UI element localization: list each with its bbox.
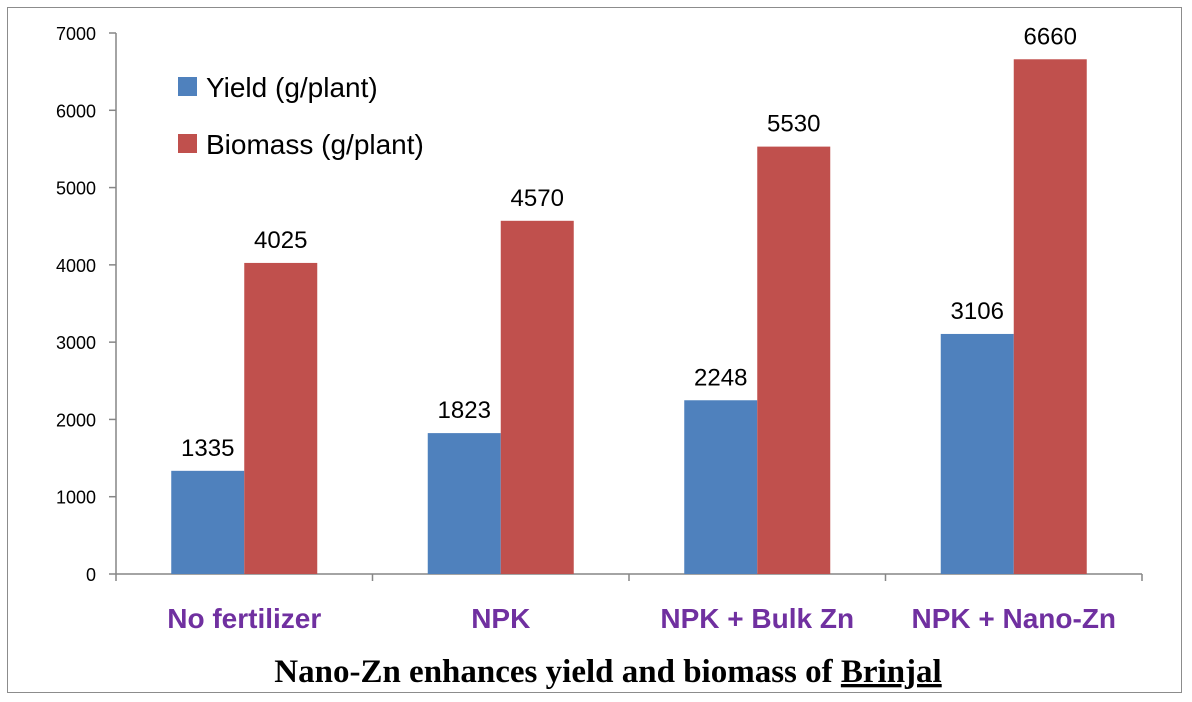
legend-label: Yield (g/plant) bbox=[206, 72, 378, 103]
category-label: NPK + Nano-Zn bbox=[911, 603, 1116, 634]
legend: Yield (g/plant) Biomass (g/plant) bbox=[178, 72, 424, 160]
y-tick-label: 3000 bbox=[56, 333, 96, 353]
chart-title-prefix: Nano-Zn enhances yield and biomass of bbox=[274, 654, 841, 690]
legend-swatch bbox=[178, 77, 197, 96]
data-label: 2248 bbox=[694, 364, 747, 391]
bar bbox=[1013, 59, 1087, 574]
data-label: 5530 bbox=[767, 111, 820, 138]
y-tick-label: 5000 bbox=[56, 179, 96, 199]
bar bbox=[171, 470, 245, 574]
bar bbox=[244, 262, 318, 574]
legend-label: Biomass (g/plant) bbox=[206, 129, 424, 160]
data-label: 1823 bbox=[438, 397, 491, 424]
data-label: 1335 bbox=[181, 435, 234, 462]
data-label: 4025 bbox=[254, 227, 307, 254]
y-tick-label: 7000 bbox=[56, 24, 96, 44]
y-tick-label: 4000 bbox=[56, 256, 96, 276]
data-label: 6660 bbox=[1024, 23, 1077, 50]
chart-title: Nano-Zn enhances yield and biomass of Br… bbox=[274, 654, 941, 690]
bar bbox=[940, 333, 1014, 574]
legend-swatch bbox=[178, 134, 197, 153]
y-tick-label: 0 bbox=[86, 565, 96, 585]
category-label: NPK bbox=[471, 603, 530, 634]
y-tick-label: 6000 bbox=[56, 101, 96, 121]
bar bbox=[684, 400, 758, 574]
category-label: NPK + Bulk Zn bbox=[660, 603, 854, 634]
data-label: 4570 bbox=[511, 185, 564, 212]
bar bbox=[427, 433, 501, 574]
chart-title-underlined-word: Brinjal bbox=[841, 654, 942, 690]
category-label: No fertilizer bbox=[167, 603, 321, 634]
data-labels: 1335 4025 1823 4570 2248 5530 3106 6660 bbox=[181, 23, 1077, 462]
y-tick-label: 1000 bbox=[56, 488, 96, 508]
y-tick-label: 2000 bbox=[56, 410, 96, 430]
bar bbox=[757, 146, 831, 575]
data-label: 3106 bbox=[951, 298, 1004, 325]
bars bbox=[171, 59, 1087, 575]
bar bbox=[500, 220, 574, 574]
